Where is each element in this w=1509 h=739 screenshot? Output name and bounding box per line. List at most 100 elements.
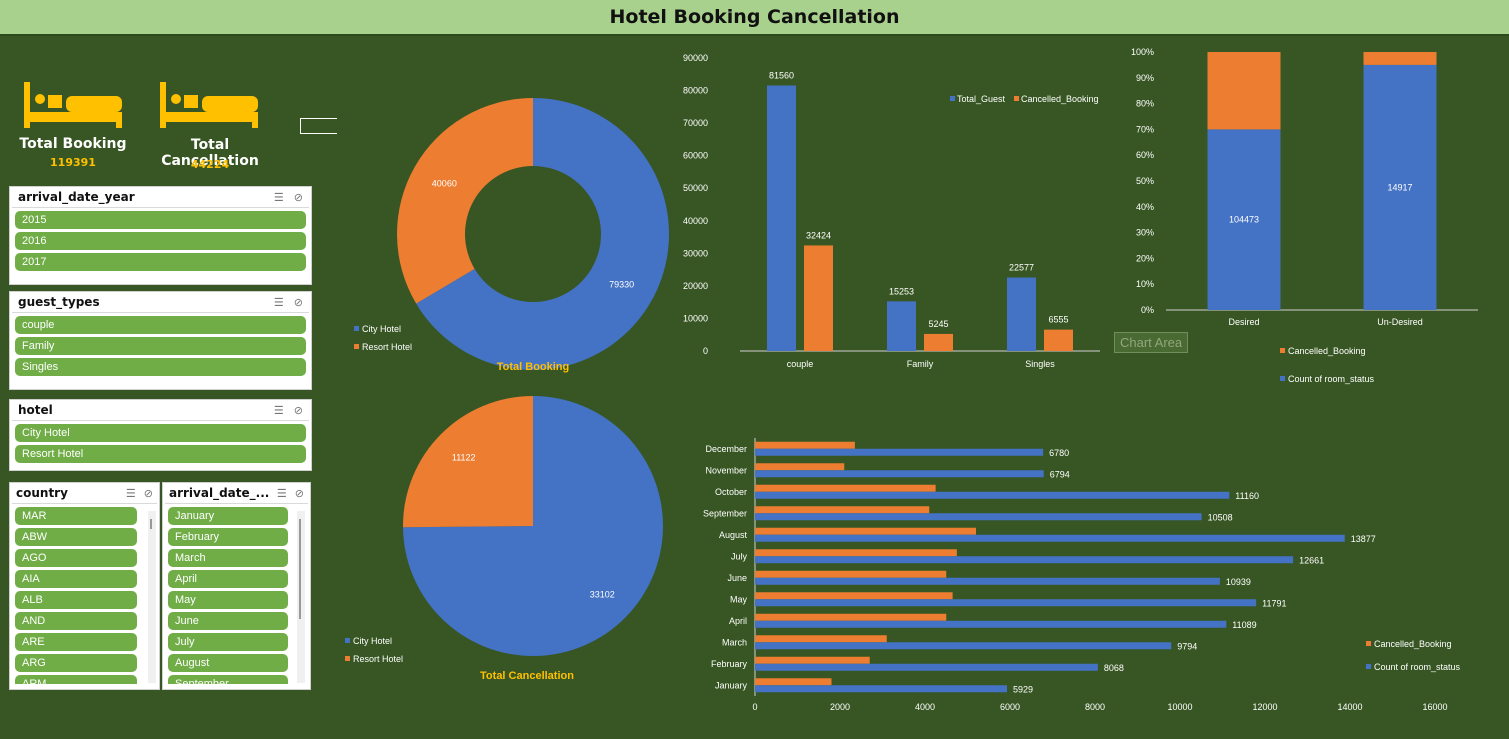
clear-filter-icon[interactable]: ⊘ [294, 487, 304, 500]
y-tick-label: 30% [1136, 228, 1154, 238]
bar [755, 642, 1172, 650]
bar [755, 513, 1202, 521]
legend-swatch [345, 656, 350, 661]
bar [755, 534, 1345, 542]
y-tick-label: 90% [1136, 73, 1154, 83]
slicer-item[interactable]: August [168, 654, 288, 672]
slicer-guest-types[interactable]: guest_types ☰ ⊘ couple Family Singles [9, 291, 312, 390]
slicer-hotel[interactable]: hotel ☰ ⊘ City Hotel Resort Hotel [9, 399, 312, 471]
slicer-scrollbar[interactable] [148, 511, 156, 683]
x-tick-label: 8000 [1085, 702, 1105, 712]
bar [1207, 129, 1281, 310]
bar [1207, 52, 1281, 130]
data-label: 5929 [1013, 684, 1033, 694]
slicer-item[interactable]: ARG [15, 654, 137, 672]
bar [755, 470, 1044, 478]
slicer-item[interactable]: September [168, 675, 288, 684]
x-tick-label: 4000 [915, 702, 935, 712]
legend-swatch [354, 344, 359, 349]
guest-types-bar-chart[interactable]: 0 10000 20000 30000 40000 50000 60000 70000 8000… [680, 40, 1110, 380]
bar [755, 441, 855, 449]
slicer-item[interactable]: Family [15, 337, 306, 355]
room-status-stacked-chart[interactable]: 0% 10% 20% 30% 40% 50% 60% 70% 80% 90% 100% 104473 D… [1120, 40, 1505, 390]
slicer-item[interactable]: June [168, 612, 288, 630]
y-tick-label: 40% [1136, 202, 1154, 212]
slicer-item[interactable]: April [168, 570, 288, 588]
slicer-item[interactable]: Singles [15, 358, 306, 376]
chart-title: Total Booking [497, 361, 570, 373]
bed-icon [158, 82, 262, 130]
slicer-arrival-date-month[interactable]: arrival_date_... ☰ ⊘ January February Marc… [162, 482, 311, 690]
bar [755, 527, 976, 535]
multi-select-icon[interactable]: ☰ [273, 191, 284, 204]
bar [755, 448, 1044, 456]
bar [767, 85, 796, 351]
slicer-item[interactable]: January [168, 507, 288, 525]
clear-filter-icon[interactable]: ⊘ [293, 296, 303, 309]
legend-label: Cancelled_Booking [1021, 94, 1099, 104]
legend-label: Cancelled_Booking [1374, 639, 1452, 649]
slicer-item[interactable]: MAR [15, 507, 137, 525]
slicer-item[interactable]: February [168, 528, 288, 546]
multi-select-icon[interactable]: ☰ [273, 296, 284, 309]
bar [1363, 64, 1437, 311]
legend-label: Resort Hotel [353, 654, 403, 664]
clear-filter-icon[interactable]: ⊘ [293, 191, 303, 204]
slicer-item[interactable]: ARE [15, 633, 137, 651]
clear-filter-icon[interactable]: ⊘ [143, 487, 153, 500]
total-cancellation-pie-chart[interactable]: 33102 11122 City Hotel Resort Hotel Total Ca… [340, 385, 680, 690]
bar [924, 333, 953, 351]
x-tick-label: Singles [1025, 359, 1055, 369]
slicer-item[interactable]: AND [15, 612, 137, 630]
slicer-item[interactable]: ABW [15, 528, 137, 546]
slicer-item[interactable]: 2016 [15, 232, 306, 250]
y-tick-label: 0 [703, 346, 708, 356]
y-tick-label: September [703, 508, 747, 518]
monthly-bar-chart[interactable]: 0 2000 4000 6000 8000 10000 12000 14000 16000 592… [690, 430, 1490, 720]
bar [755, 613, 947, 621]
x-tick-label: 14000 [1337, 702, 1362, 712]
slicer-item[interactable]: 2017 [15, 253, 306, 271]
kpi-total-booking-value: 119391 [50, 156, 96, 169]
legend-swatch [1280, 348, 1285, 353]
slicer-item[interactable]: AIA [15, 570, 137, 588]
slicer-item[interactable]: Resort Hotel [15, 445, 306, 463]
kpi-total-booking-label: Total Booking [19, 136, 127, 152]
legend-swatch [345, 638, 350, 643]
slicer-item[interactable]: May [168, 591, 288, 609]
data-label: 40060 [432, 179, 457, 189]
data-label: 6794 [1050, 469, 1070, 479]
data-label: 12661 [1299, 555, 1324, 565]
slicer-country[interactable]: country ☰ ⊘ MAR ABW AGO AIA ALB AND ARE AR… [9, 482, 160, 690]
y-tick-label: 80000 [683, 86, 708, 96]
bed-icon [22, 82, 126, 130]
legend-label: City Hotel [362, 324, 401, 334]
slicer-item[interactable]: July [168, 633, 288, 651]
slicer-item[interactable]: AGO [15, 549, 137, 567]
slicer-item[interactable]: ALB [15, 591, 137, 609]
slicer-item[interactable]: ARM [15, 675, 137, 684]
y-tick-label: 80% [1136, 99, 1154, 109]
slicer-title: arrival_date_year [18, 190, 135, 204]
y-tick-label: 40000 [683, 216, 708, 226]
bar [755, 620, 1227, 628]
multi-select-icon[interactable]: ☰ [276, 487, 287, 500]
clear-filter-icon[interactable]: ⊘ [293, 404, 303, 417]
bar [755, 685, 1007, 693]
multi-select-icon[interactable]: ☰ [125, 487, 136, 500]
slicer-title: country [16, 486, 68, 500]
chart-area-tooltip: Chart Area [1114, 332, 1189, 353]
slicer-scrollbar[interactable] [297, 511, 305, 683]
y-tick-label: 30000 [683, 248, 708, 258]
empty-shape[interactable] [300, 118, 337, 134]
slicer-arrival-date-year[interactable]: arrival_date_year ☰ ⊘ 2015 2016 2017 [9, 186, 312, 285]
multi-select-icon[interactable]: ☰ [273, 404, 284, 417]
data-label: 79330 [609, 279, 634, 289]
slicer-item[interactable]: March [168, 549, 288, 567]
slicer-item[interactable]: couple [15, 316, 306, 334]
total-booking-doughnut-chart[interactable]: 79330 40060 City Hotel Resort Hotel Total Bo… [340, 40, 680, 380]
y-tick-label: 100% [1131, 47, 1154, 57]
slicer-item[interactable]: City Hotel [15, 424, 306, 442]
slicer-item[interactable]: 2015 [15, 211, 306, 229]
chart-title: Total Cancellation [480, 670, 574, 682]
